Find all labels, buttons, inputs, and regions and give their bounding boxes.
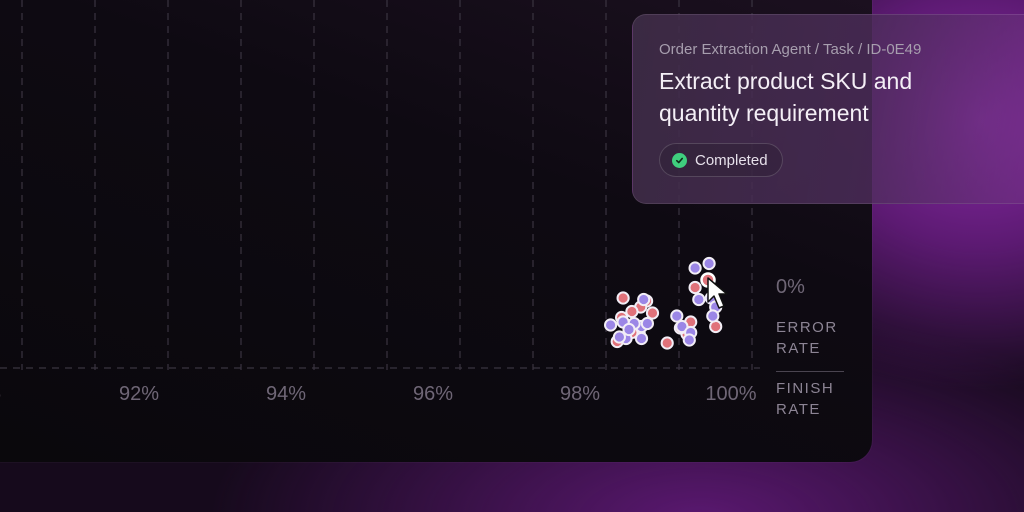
y-axis-label-line2: RATE [776, 340, 821, 357]
x-axis-label-line2: RATE [776, 401, 821, 418]
status-badge[interactable]: Completed [659, 143, 783, 177]
x-tick-label: % [0, 383, 1, 405]
check-circle-icon [672, 152, 687, 168]
purple-data-point[interactable] [702, 256, 716, 271]
axis-label-divider [776, 371, 844, 372]
x-tick-label: 92% [119, 383, 159, 405]
x-tick-label: 94% [266, 383, 306, 405]
purple-data-point[interactable] [682, 333, 696, 347]
red-data-point[interactable] [616, 291, 630, 305]
task-title: Extract product SKU and quantity require… [659, 68, 913, 126]
purple-data-point[interactable] [675, 319, 689, 334]
y-tick-0: 0% [776, 276, 805, 298]
purple-data-point[interactable] [692, 292, 706, 307]
red-data-point[interactable] [645, 306, 660, 320]
purple-data-point[interactable] [688, 261, 702, 275]
breadcrumb: Order Extraction Agent / Task / ID-0E49 [659, 41, 922, 58]
x-tick-label: 100% [705, 383, 756, 405]
red-data-point[interactable] [660, 336, 674, 350]
purple-data-point[interactable] [612, 330, 627, 344]
x-tick-label: 98% [560, 383, 600, 405]
purple-data-point[interactable] [637, 292, 651, 307]
red-data-point[interactable] [709, 319, 723, 334]
status-label: Completed [695, 151, 768, 169]
y-axis-label: ERROR RATE [776, 317, 838, 359]
purple-data-point[interactable] [706, 309, 720, 323]
purple-data-point[interactable] [622, 322, 636, 337]
x-axis-label-line1: FINISH [776, 380, 835, 397]
purple-data-point[interactable] [670, 309, 684, 323]
task-detail-card[interactable]: Order Extraction Agent / Task / ID-0E49 … [632, 14, 1024, 204]
x-tick-label: 96% [413, 383, 453, 405]
purple-data-point[interactable] [640, 316, 655, 331]
cursor-arrow-icon [707, 277, 728, 309]
purple-data-point[interactable] [634, 331, 649, 346]
purple-data-point[interactable] [604, 318, 618, 332]
x-axis-label: FINISH RATE [776, 378, 834, 420]
red-data-point[interactable] [688, 280, 702, 295]
y-axis-label-line1: ERROR [776, 319, 838, 336]
red-data-point[interactable] [625, 304, 639, 319]
